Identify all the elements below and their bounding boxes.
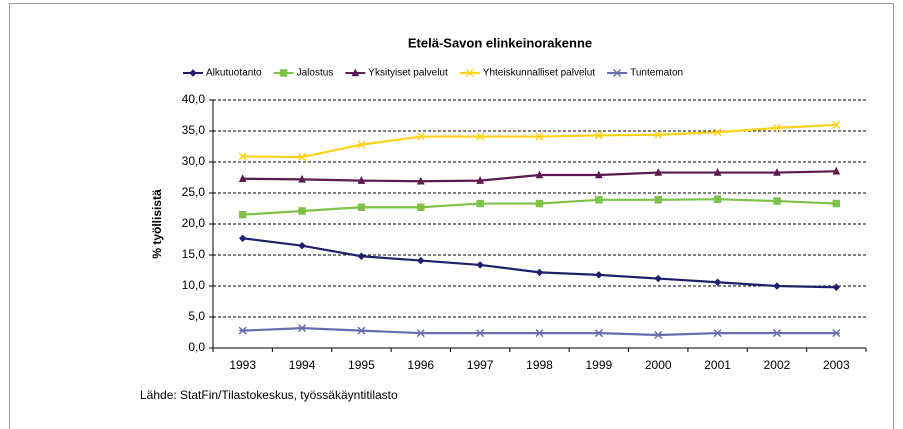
y-axis-label: % työllisistä <box>150 189 164 259</box>
x-tick-label: 1997 <box>467 358 494 372</box>
legend-marker <box>351 68 360 77</box>
data-point <box>238 210 247 219</box>
data-point <box>535 329 544 338</box>
data-point <box>713 278 722 287</box>
data-point <box>832 329 841 338</box>
data-point <box>417 203 425 212</box>
data-point <box>357 203 366 212</box>
data-point <box>713 195 722 203</box>
data-point <box>654 130 663 139</box>
x-tick-label: 1995 <box>348 358 375 372</box>
data-point <box>772 329 781 338</box>
data-point <box>476 199 484 208</box>
data-point <box>773 167 781 176</box>
x-tick-label: 1996 <box>407 358 434 372</box>
data-point <box>595 196 603 204</box>
y-tick-label: 15,0 <box>182 247 206 261</box>
legend-marker <box>279 69 288 77</box>
data-point <box>773 197 781 205</box>
x-tick-label: 1998 <box>526 358 553 372</box>
y-tick-label: 0,0 <box>188 340 205 354</box>
data-point <box>535 199 544 208</box>
data-point <box>535 268 544 277</box>
data-point <box>713 329 722 338</box>
data-point <box>298 241 306 250</box>
data-point <box>476 261 484 269</box>
chart-title: Etelä-Savon elinkeinorakenne <box>408 35 592 50</box>
data-point <box>594 329 603 338</box>
data-point <box>357 140 366 149</box>
data-point <box>238 326 247 335</box>
data-point <box>238 234 247 243</box>
data-point <box>832 120 841 129</box>
x-tick-label: 2003 <box>823 358 850 372</box>
data-point <box>298 153 307 162</box>
legend-marker <box>189 69 197 77</box>
data-point <box>654 167 663 176</box>
data-point <box>298 174 306 183</box>
data-point <box>357 176 366 184</box>
y-tick-label: 40,0 <box>182 92 206 106</box>
data-point <box>416 329 425 338</box>
x-tick-label: 2001 <box>704 358 731 372</box>
legend-label: Yksityiset palvelut <box>368 68 448 79</box>
data-point <box>713 128 722 137</box>
legend-marker <box>465 68 474 78</box>
data-point <box>773 282 781 290</box>
data-point <box>298 324 307 333</box>
data-point <box>416 176 425 185</box>
y-tick-label: 30,0 <box>182 154 206 168</box>
frame <box>9 3 894 429</box>
data-point <box>654 274 663 283</box>
x-tick-label: 2000 <box>645 358 672 372</box>
data-point <box>595 270 603 279</box>
x-tick-label: 2002 <box>764 358 791 372</box>
data-point <box>416 256 425 265</box>
x-tick-label: 1994 <box>289 358 316 372</box>
data-point <box>416 132 425 141</box>
data-point <box>832 166 841 175</box>
data-point <box>594 170 603 179</box>
data-point <box>298 207 306 215</box>
data-point <box>772 123 781 132</box>
data-point <box>713 167 722 176</box>
data-point <box>476 329 485 338</box>
legend-marker <box>613 68 622 78</box>
y-tick-label: 35,0 <box>182 123 206 137</box>
data-point <box>476 132 485 141</box>
data-point <box>535 170 544 179</box>
data-point <box>535 132 544 141</box>
data-point <box>832 199 841 208</box>
data-point <box>654 196 662 204</box>
data-point <box>357 252 366 261</box>
data-point <box>238 174 247 182</box>
data-point <box>654 330 663 340</box>
data-point <box>357 326 366 335</box>
source-note: Lähde: StatFin/Tilastokeskus, työssäkäyn… <box>140 388 398 402</box>
x-tick-label: 1999 <box>586 358 613 372</box>
legend-label: Tuntematon <box>630 68 683 79</box>
y-tick-label: 20,0 <box>182 216 206 230</box>
y-tick-label: 5,0 <box>188 309 205 323</box>
data-point <box>476 176 485 184</box>
data-point <box>238 152 247 161</box>
data-point <box>594 131 603 140</box>
legend-label: Jalostus <box>297 68 334 79</box>
y-tick-label: 25,0 <box>182 185 206 199</box>
legend-label: Alkutuotanto <box>206 68 262 79</box>
data-point <box>832 283 841 292</box>
x-tick-label: 1993 <box>229 358 256 372</box>
y-tick-label: 10,0 <box>182 278 206 292</box>
legend-label: Yhteiskunnalliset palvelut <box>483 68 596 79</box>
